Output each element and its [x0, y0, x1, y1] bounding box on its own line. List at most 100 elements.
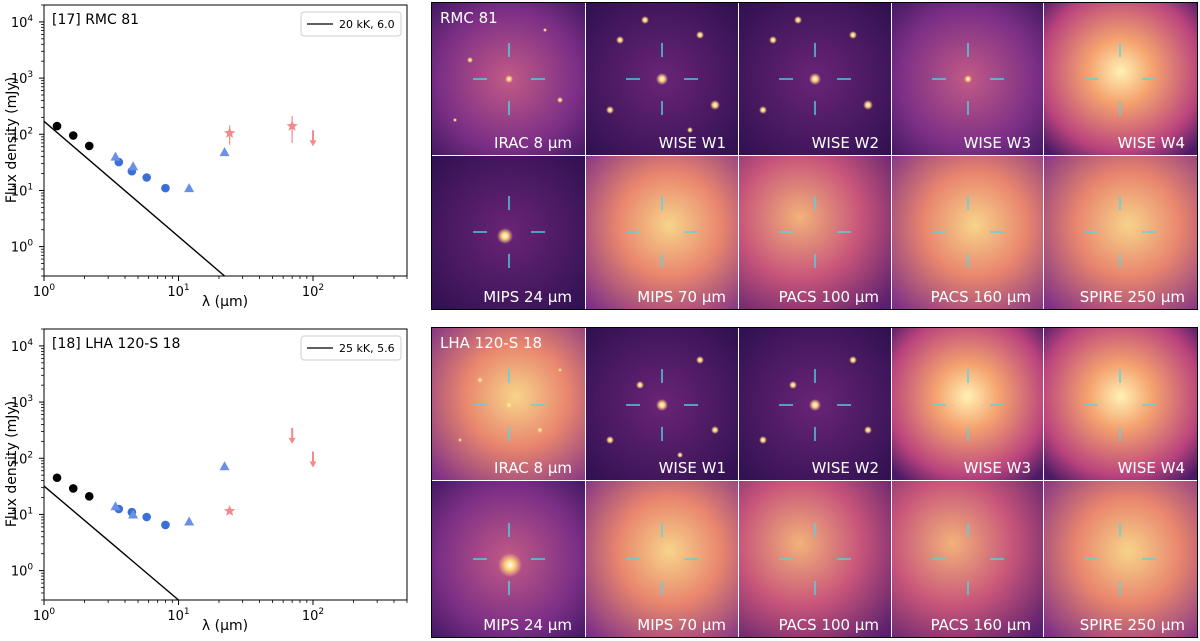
image-grid-rmc81: RMC 81 IRAC 8 μm WISE W1 WISE W2 WISE W3…: [431, 2, 1198, 310]
tile-label: SPIRE 250 μm: [1080, 288, 1185, 306]
x-axis-label: λ (μm): [202, 618, 248, 634]
y-tick-label: 103: [11, 70, 33, 87]
data-point-triangle: [128, 509, 139, 519]
tile-label: PACS 160 μm: [931, 288, 1031, 306]
upper-limit-arrowhead: [309, 461, 317, 468]
data-point: [68, 131, 78, 140]
cutout-tile: PACS 160 μm: [892, 156, 1043, 309]
model-sed-line: [43, 120, 226, 277]
crosshair: [932, 369, 1004, 441]
upper-limit-arrowhead: [309, 140, 317, 147]
crosshair: [779, 196, 851, 268]
crosshair: [473, 523, 545, 595]
plot-title: [18] LHA 120-S 18: [52, 336, 180, 352]
x-tick-label: 100: [33, 283, 56, 300]
data-point: [68, 484, 78, 493]
crosshair: [1084, 523, 1156, 595]
tile-label: IRAC 8 μm: [494, 459, 572, 477]
data-point: [161, 183, 170, 193]
x-axis-label: λ (μm): [202, 294, 248, 310]
crosshair: [932, 523, 1004, 595]
tile-label: MIPS 70 μm: [637, 288, 726, 306]
data-point-triangle: [110, 151, 121, 161]
y-tick-label: 100: [11, 239, 34, 256]
crosshair: [626, 196, 698, 268]
cutout-tile: WISE W3: [892, 328, 1043, 480]
legend-box: [300, 11, 402, 37]
data-point: [142, 512, 151, 522]
crosshair: [779, 523, 851, 595]
legend-label: 25 kK, 5.6: [339, 342, 395, 355]
crosshair: [473, 369, 545, 441]
crosshair: [626, 369, 698, 441]
data-point: [84, 492, 94, 501]
tile-label: WISE W1: [659, 459, 726, 477]
crosshair: [932, 43, 1004, 115]
legend-label: 20 kK, 6.0: [339, 18, 395, 31]
cutout-tile: MIPS 70 μm: [586, 156, 738, 309]
source-label: LHA 120-S 18: [440, 334, 542, 352]
y-tick-label: 101: [11, 506, 33, 523]
y-tick-label: 102: [11, 450, 33, 467]
legend: 20 kK, 6.0: [300, 11, 402, 37]
sed-plot-rmc81: [17] RMC 81 20 kK, 6.0 100 101 102 100 101 10…: [4, 4, 408, 310]
y-axis-label: Flux density (mJy): [4, 401, 20, 527]
tile-label: PACS 100 μm: [779, 616, 879, 634]
x-tick-label: 101: [167, 607, 189, 624]
tile-label: WISE W4: [1118, 459, 1185, 477]
tile-label: IRAC 8 μm: [494, 134, 572, 152]
source-label: RMC 81: [440, 9, 498, 27]
tile-label: WISE W4: [1118, 134, 1185, 152]
cutout-tile: PACS 160 μm: [892, 481, 1043, 637]
x-tick-label: 102: [302, 607, 324, 624]
crosshair: [473, 43, 545, 115]
y-tick-label: 104: [11, 14, 34, 31]
cutout-tile: WISE W4: [1044, 3, 1197, 155]
tile-label: MIPS 70 μm: [637, 616, 726, 634]
y-axis-label: Flux density (mJy): [4, 77, 20, 203]
crosshair: [779, 43, 851, 115]
cutout-tile: SPIRE 250 μm: [1044, 481, 1197, 637]
cutout-tile: MIPS 24 μm: [432, 481, 585, 637]
y-tick-label: 102: [11, 126, 33, 143]
data-point: [52, 473, 62, 483]
y-tick-label: 104: [11, 338, 34, 355]
data-point-star: [223, 127, 236, 138]
x-tick-label: 101: [167, 283, 189, 300]
cutout-tile: PACS 100 μm: [739, 481, 891, 637]
data-point: [84, 141, 94, 151]
data-point-star: [223, 505, 236, 516]
tile-label: PACS 100 μm: [779, 288, 879, 306]
legend-box: [300, 335, 402, 361]
cutout-tile: MIPS 24 μm: [432, 156, 585, 309]
data-point: [161, 520, 170, 530]
x-tick-label: 102: [302, 283, 324, 300]
tile-label: WISE W3: [964, 134, 1031, 152]
cutout-tile: LHA 120-S 18 IRAC 8 μm: [432, 328, 585, 480]
crosshair: [1084, 369, 1156, 441]
data-point-triangle: [184, 183, 195, 193]
y-tick-label: 103: [11, 394, 33, 411]
plot-title: [17] RMC 81: [52, 12, 139, 28]
tile-label: WISE W1: [659, 134, 726, 152]
cutout-tile: WISE W3: [892, 3, 1043, 155]
grid-frame: [431, 2, 1198, 310]
tile-label: PACS 160 μm: [931, 616, 1031, 634]
crosshair: [1084, 43, 1156, 115]
crosshair: [626, 523, 698, 595]
crosshair: [1084, 196, 1156, 268]
upper-limit-arrowhead: [288, 437, 296, 444]
data-point-triangle: [219, 147, 230, 157]
x-tick-label: 100: [33, 607, 56, 624]
data-point-triangle: [128, 161, 139, 171]
crosshair-markers: [473, 43, 1156, 595]
cutout-tile: WISE W1: [586, 328, 738, 480]
y-tick-label: 100: [11, 563, 34, 580]
model-sed-line: [43, 485, 179, 601]
cutout-tile: PACS 100 μm: [739, 156, 891, 309]
plot-frame: [43, 4, 408, 277]
data-point-triangle: [219, 461, 230, 471]
data-point-star: [286, 120, 298, 131]
grid-frame: [431, 327, 1198, 638]
